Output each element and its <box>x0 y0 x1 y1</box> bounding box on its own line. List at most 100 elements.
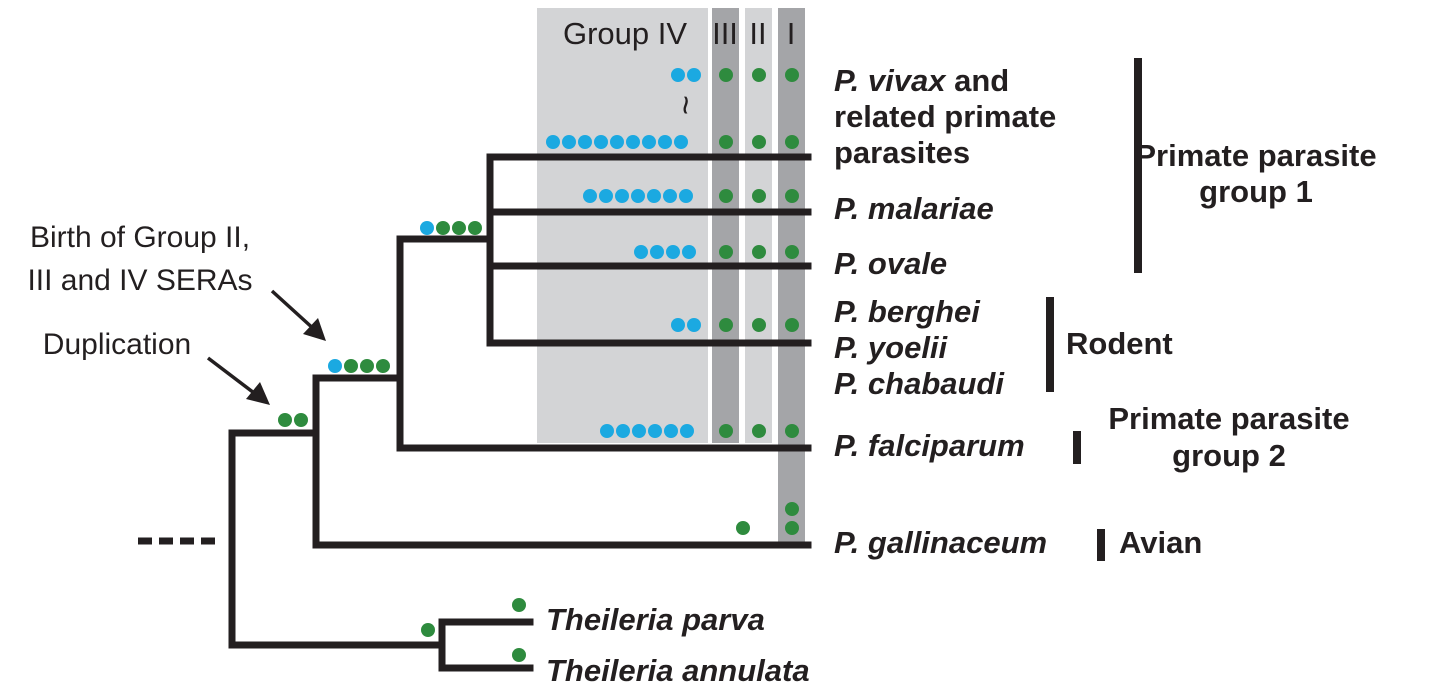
sera-dot <box>562 135 576 149</box>
taxon-gallinaceum: P. gallinaceum <box>834 525 1047 560</box>
sera-dot <box>436 221 450 235</box>
sera-dot <box>594 135 608 149</box>
sera-dot <box>752 318 766 332</box>
taxon-vivax-line2: related primate <box>834 99 1056 134</box>
sera-dot <box>615 189 629 203</box>
sera-dot <box>360 359 374 373</box>
birth-annotation-line2: III and IV SERAs <box>27 264 252 297</box>
duplication-arrow <box>206 356 270 405</box>
sera-dot <box>752 68 766 82</box>
group-i-header: I <box>787 16 796 51</box>
sera-dot <box>344 359 358 373</box>
sera-dot <box>679 189 693 203</box>
sera-dot <box>785 318 799 332</box>
sera-dot <box>671 318 685 332</box>
taxon-falciparum: P. falciparum <box>834 428 1025 463</box>
sera-dot <box>600 424 614 438</box>
sera-dot <box>752 189 766 203</box>
sera-dot <box>278 413 292 427</box>
group-iii-header: III <box>712 16 738 51</box>
sera-dot <box>631 189 645 203</box>
taxon-berghei: P. berghei <box>834 294 981 329</box>
sera-dot <box>687 318 701 332</box>
sera-dot <box>512 598 526 612</box>
taxon-chabaudi: P. chabaudi <box>834 366 1005 401</box>
sera-dot <box>785 135 799 149</box>
sera-dot <box>468 221 482 235</box>
group-iv-header: Group IV <box>563 16 687 51</box>
sera-dot <box>626 135 640 149</box>
sera-dot <box>674 135 688 149</box>
sera-dot <box>376 359 390 373</box>
primate-group2-label-line1: Primate parasite <box>1108 401 1349 436</box>
tilde-ellipsis-mark: ~ <box>666 95 704 115</box>
phylogenetic-tree <box>138 153 812 672</box>
taxon-malariae: P. malariae <box>834 191 994 226</box>
sera-dot <box>785 189 799 203</box>
group-i-band <box>778 8 805 542</box>
sera-dot <box>719 245 733 259</box>
sera-dot <box>512 648 526 662</box>
sera-dot <box>663 189 677 203</box>
birth-annotation-line1: Birth of Group II, <box>30 221 250 254</box>
sera-dot <box>752 245 766 259</box>
sera-dot <box>719 424 733 438</box>
ancestral-node-dots <box>278 221 526 662</box>
sera-dot <box>719 68 733 82</box>
group-brackets <box>1046 58 1142 561</box>
sera-dot <box>583 189 597 203</box>
sera-dot <box>664 424 678 438</box>
sera-dot <box>634 245 648 259</box>
primate-group2-bracket <box>1073 431 1081 464</box>
sera-dot <box>294 413 308 427</box>
sera-dot <box>328 359 342 373</box>
group-i-iii-dots <box>719 68 799 535</box>
primate-group1-bracket <box>1134 58 1142 273</box>
birth-arrow <box>270 289 326 341</box>
sera-dot <box>610 135 624 149</box>
taxon-yoelii: P. yoelii <box>834 330 949 365</box>
sera-dot <box>736 521 750 535</box>
sera-dot <box>719 135 733 149</box>
sera-dot <box>599 189 613 203</box>
duplication-annotation: Duplication <box>43 328 191 361</box>
sera-dot <box>421 623 435 637</box>
taxon-ovale: P. ovale <box>834 246 947 281</box>
sera-dot <box>642 135 656 149</box>
sera-dot <box>666 245 680 259</box>
taxon-theileria-annulata: Theileria annulata <box>546 653 810 688</box>
sera-dot <box>546 135 560 149</box>
sera-dot <box>752 135 766 149</box>
sera-dot <box>680 424 694 438</box>
sera-dot <box>785 521 799 535</box>
sera-dot <box>752 424 766 438</box>
sera-dot <box>785 424 799 438</box>
avian-bracket <box>1097 529 1105 561</box>
taxon-vivax: P. vivax and <box>834 63 1009 98</box>
rodent-label: Rodent <box>1066 326 1173 361</box>
sera-dot <box>658 135 672 149</box>
sera-dot <box>682 245 696 259</box>
sera-dot <box>785 68 799 82</box>
taxon-vivax-line3: parasites <box>834 135 970 170</box>
sera-dot <box>632 424 646 438</box>
taxon-theileria-parva: Theileria parva <box>546 602 765 637</box>
sera-dot <box>719 318 733 332</box>
sera-dot <box>719 189 733 203</box>
primate-group1-label-line2: group 1 <box>1199 174 1313 209</box>
sera-dot <box>671 68 685 82</box>
sera-dot <box>785 245 799 259</box>
sera-dot <box>785 502 799 516</box>
sera-dot <box>687 68 701 82</box>
rodent-bracket <box>1046 297 1054 392</box>
group-ii-header: II <box>749 16 766 51</box>
sera-dot <box>420 221 434 235</box>
sera-dot <box>650 245 664 259</box>
sera-dot <box>578 135 592 149</box>
primate-group2-label-line2: group 2 <box>1172 438 1286 473</box>
sera-dot <box>616 424 630 438</box>
sera-dot <box>452 221 466 235</box>
group-iv-dots <box>546 68 701 438</box>
avian-label: Avian <box>1119 525 1202 560</box>
primate-group1-label-line1: Primate parasite <box>1135 138 1376 173</box>
